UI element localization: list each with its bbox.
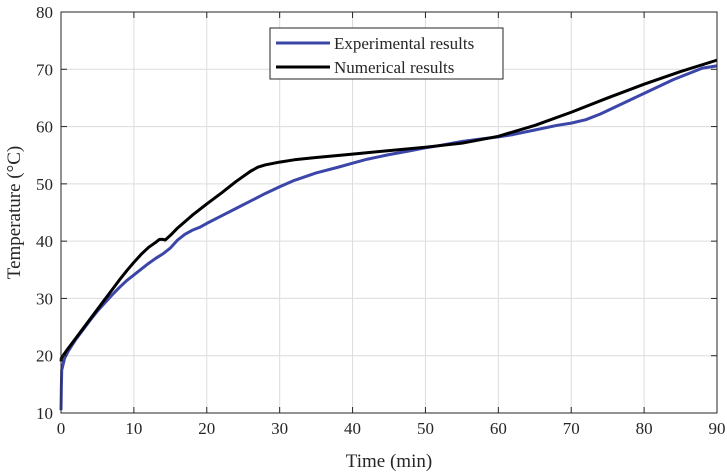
x-tick-label: 40 — [344, 419, 361, 438]
experimental-series-line — [59, 64, 718, 411]
x-tick-label: 20 — [198, 419, 215, 438]
y-tick-label: 20 — [36, 347, 53, 366]
y-axis-title: Temperature (°C) — [4, 146, 25, 279]
legend: Experimental results Numerical results — [269, 27, 504, 80]
legend-label-numerical: Numerical results — [334, 58, 454, 77]
y-tick-labels: 10 20 30 40 50 60 70 80 — [36, 3, 53, 423]
x-tick-label: 0 — [57, 419, 66, 438]
numerical-series-line — [59, 58, 718, 362]
x-axis-title: Time (min) — [346, 451, 432, 472]
x-tick-label: 90 — [709, 419, 726, 438]
x-tick-label: 10 — [125, 419, 142, 438]
series-layer — [59, 58, 718, 411]
y-tick-label: 30 — [36, 289, 53, 308]
x-tick-label: 60 — [490, 419, 507, 438]
y-tick-label: 10 — [36, 404, 53, 423]
x-tick-labels: 0 10 20 30 40 50 60 70 80 90 — [57, 419, 726, 438]
x-tick-label: 70 — [563, 419, 580, 438]
y-tick-label: 70 — [36, 60, 53, 79]
x-tick-label: 80 — [636, 419, 653, 438]
y-tick-label: 40 — [36, 232, 53, 251]
ticks — [60, 11, 718, 414]
y-tick-label: 60 — [36, 118, 53, 137]
x-tick-label: 30 — [271, 419, 288, 438]
legend-label-experimental: Experimental results — [334, 34, 474, 53]
x-tick-label: 50 — [417, 419, 434, 438]
y-tick-label: 80 — [36, 3, 53, 22]
legend-box — [269, 27, 504, 80]
plot-frame — [60, 11, 718, 414]
y-tick-label: 50 — [36, 175, 53, 194]
